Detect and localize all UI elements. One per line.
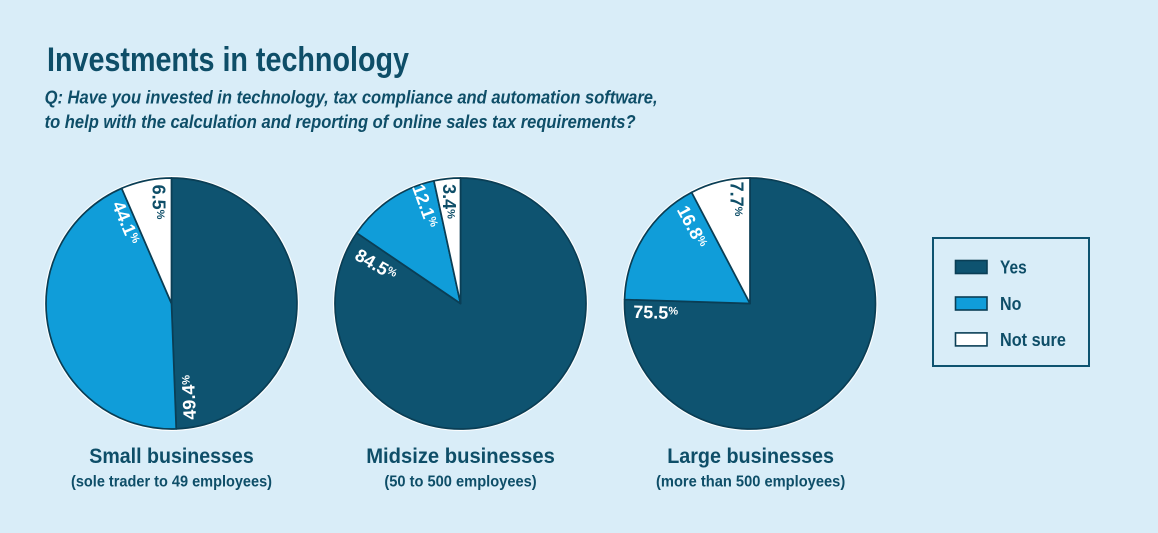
svg-text:49.4%: 49.4% [178,374,200,420]
svg-text:Yes: Yes [1000,257,1027,278]
svg-text:No: No [1000,293,1021,314]
svg-text:(50 to 500 employees): (50 to 500 employees) [384,474,536,491]
svg-text:Small businesses: Small businesses [89,444,253,468]
svg-text:Not sure: Not sure [1000,329,1066,350]
svg-text:Investments in technology: Investments in technology [47,41,409,79]
svg-text:(more than 500 employees): (more than 500 employees) [656,474,845,491]
svg-text:Large businesses: Large businesses [667,444,834,468]
svg-text:to help with the calculation a: to help with the calculation and reporti… [45,111,636,132]
svg-text:Q: Have you invested in techno: Q: Have you invested in technology, tax … [45,87,658,108]
svg-text:75.5%: 75.5% [633,302,679,323]
svg-text:(sole trader to 49 employees): (sole trader to 49 employees) [71,474,272,491]
svg-text:Midsize businesses: Midsize businesses [366,444,555,468]
